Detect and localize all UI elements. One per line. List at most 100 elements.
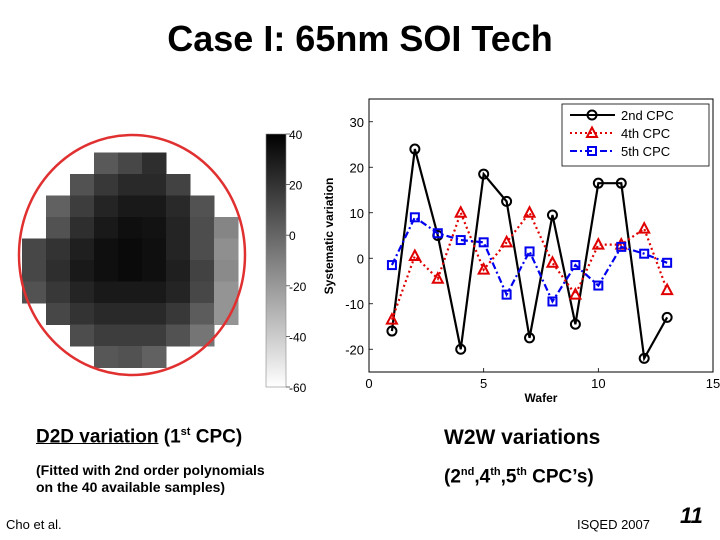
heatmap-cell (94, 281, 119, 304)
heatmap-cell (94, 324, 119, 347)
data-point-square (386, 260, 397, 271)
data-point-triangle (385, 312, 399, 325)
heatmap-cell (118, 152, 143, 175)
heatmap-cell (46, 195, 71, 218)
legend: 2nd CPC 4th CPC 5th CPC (561, 103, 710, 167)
data-point-triangle (431, 271, 445, 284)
heatmap-cell (142, 303, 167, 325)
heatmap-cell (142, 238, 167, 261)
w2w-sub-sup3: th (516, 466, 527, 478)
heatmap-cell (190, 303, 215, 325)
d2d-caption-sup: st (180, 426, 191, 438)
heatmap-cell (46, 238, 71, 261)
heatmap-cell (118, 303, 143, 325)
w2w-caption: W2W variations (444, 426, 601, 449)
series-4th-cpc (385, 205, 674, 325)
data-point-triangle (568, 287, 583, 300)
heatmap-cell (190, 238, 215, 261)
heatmap-cell (46, 303, 71, 325)
systematic-variation-line-chart: 0 5 10 15 -20 -10 0 10 20 30 Wafer Systematic var… (322, 98, 720, 405)
heatmap-cell (118, 260, 143, 282)
legend-label: 2nd CPC (621, 108, 674, 123)
axis-ticks: 0 5 10 15 -20 -10 0 10 20 30 (345, 115, 720, 391)
wafer-outline (17, 133, 247, 377)
heatmap-cell (70, 238, 95, 261)
heatmap-cell (166, 260, 191, 282)
data-point-square (547, 296, 558, 307)
x-tick-label: 0 (365, 376, 372, 391)
data-point-square (455, 235, 466, 246)
data-point-triangle (408, 248, 422, 261)
y-tick-label: -10 (345, 297, 364, 312)
data-point-triangle (591, 236, 605, 250)
data-point-circle (661, 311, 673, 323)
page-number: 11 (680, 503, 703, 528)
heatmap-cell (94, 152, 119, 175)
series-2nd-cpc (386, 143, 673, 364)
heatmap-cell (70, 281, 95, 304)
y-tick-label: 30 (350, 115, 364, 130)
data-point-circle (586, 109, 598, 121)
heatmap-cell (190, 260, 215, 282)
data-point-square (432, 228, 443, 239)
y-tick-label: 20 (350, 160, 364, 175)
data-point-square (524, 246, 535, 257)
series-lines (385, 143, 674, 364)
data-point-triangle (545, 255, 560, 268)
heatmap-cell (22, 260, 47, 282)
heatmap-cell (70, 195, 95, 218)
colorbar-tick-label: -20 (289, 280, 307, 294)
y-tick-label: -20 (345, 342, 364, 357)
heatmap-cell (118, 238, 143, 261)
heatmap-cell (94, 217, 119, 239)
data-point-circle (455, 343, 467, 355)
legend-label: 4th CPC (621, 126, 670, 141)
w2w-sub-close: CPC’s) (526, 466, 594, 488)
x-axis-label: Wafer (525, 391, 558, 405)
d2d-subcaption: (Fitted with 2nd order polynomials on th… (36, 462, 336, 496)
page-title: Case I: 65nm SOI Tech (167, 18, 553, 59)
heatmap-cell (94, 195, 119, 218)
heatmap-cell (94, 260, 119, 282)
d2d-caption-pre: (1 (158, 426, 181, 448)
heatmap-cell (142, 324, 167, 347)
heatmap-cell (46, 217, 71, 239)
heatmap-cell (118, 281, 143, 304)
data-point-circle (546, 209, 558, 221)
heatmap-cell (166, 174, 191, 196)
heatmap-cell (118, 217, 143, 239)
data-point-triangle (522, 205, 537, 218)
heatmap-cell (118, 324, 143, 347)
colorbar-tick-label: 0 (289, 229, 296, 243)
heatmap-cell (166, 303, 191, 325)
heatmap-cell (118, 346, 143, 368)
heatmap-cell (214, 238, 239, 261)
data-point-square (662, 257, 673, 268)
x-tick-label: 5 (480, 376, 487, 391)
heatmap-cell (166, 217, 191, 239)
heatmap-cell (190, 281, 215, 304)
heatmap-cell (22, 281, 47, 304)
heatmap-cell (166, 281, 191, 304)
series-line (390, 148, 669, 362)
colorbar-tick-label: 40 (289, 128, 303, 142)
data-point-triangle (477, 261, 491, 275)
data-point-triangle (660, 282, 674, 296)
data-point-square (587, 146, 597, 156)
d2d-subcaption-line2: on the 40 available samples) (36, 479, 226, 495)
heatmap-cell (214, 217, 239, 239)
heatmap-cell (94, 303, 119, 325)
wafer-heatmap-chart: 40 20 0 -20 -40 -60 (17, 128, 307, 395)
data-point-circle (569, 318, 581, 330)
series-line (390, 209, 669, 321)
data-point-triangle (637, 221, 651, 234)
heatmap-cell (166, 324, 191, 347)
data-point-circle (524, 332, 536, 344)
heatmap-cell (70, 217, 95, 239)
venue-label: ISQED 2007 (577, 517, 650, 532)
w2w-sub-sup2: th (490, 466, 501, 478)
heatmap-cell (142, 260, 167, 282)
data-point-square (570, 260, 581, 271)
heatmap-cell (94, 238, 119, 261)
heatmap-cell (142, 152, 167, 175)
